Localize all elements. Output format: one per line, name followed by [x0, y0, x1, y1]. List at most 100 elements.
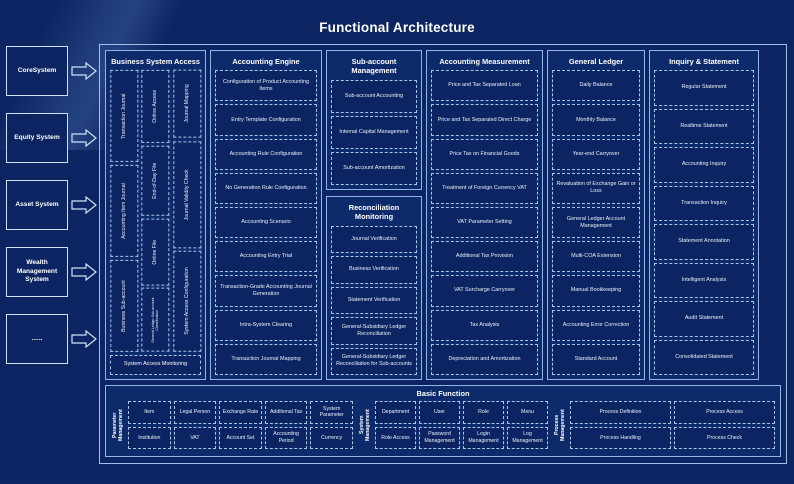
reconciliation-item[interactable]: Statement Verification	[331, 286, 417, 314]
source-system-3[interactable]: Wealth Management System	[6, 247, 68, 297]
bsa-item[interactable]: System Access Configuration	[172, 251, 201, 352]
bsa-item[interactable]: Journal Mapping	[172, 70, 201, 138]
accounting-measurement-item[interactable]: Price and Tax Separated Loan	[431, 70, 538, 102]
accounting-measurement-item[interactable]: VAT Parameter Setting	[431, 207, 538, 239]
basic-function-item[interactable]: Process Check	[674, 426, 775, 449]
bsa-item[interactable]: Accounting Item Journal	[110, 165, 139, 258]
column-title: Accounting Measurement	[439, 57, 530, 66]
accounting-measurement-item[interactable]: Treatment of Foreign Currency VAT	[431, 172, 538, 204]
basic-function-item[interactable]: Institution	[128, 426, 171, 449]
accounting-engine-items: Configuration of Product Accounting Item…	[215, 70, 317, 375]
basic-function-group-label: Process Management	[553, 409, 566, 441]
general-ledger-item[interactable]: Manual Bookkeeping	[552, 275, 640, 307]
accounting-engine-item[interactable]: Accounting Entry Trial	[215, 241, 317, 273]
bsa-item[interactable]: Online File	[141, 218, 170, 286]
accounting-engine-item[interactable]: Entry Template Configuration	[215, 104, 317, 136]
inquiry-statement-item[interactable]: Statement Annotation	[654, 224, 754, 260]
arrow-right-icon	[71, 330, 97, 348]
basic-function-item[interactable]: Role Access	[375, 426, 416, 449]
accounting-engine-item[interactable]: Configuration of Product Accounting Item…	[215, 70, 317, 102]
bsa-group-2: Online Access End-of-Day File Online File G…	[141, 70, 170, 352]
reconciliation-item[interactable]: General-Subsidiary Ledger Reconciliation…	[331, 347, 417, 375]
general-ledger-item[interactable]: Standard Account	[552, 343, 640, 375]
column-general-ledger: General Ledger Daily Balance Monthly Bala…	[547, 50, 645, 380]
basic-function-item[interactable]: Account Set	[219, 426, 262, 449]
inquiry-statement-item[interactable]: Accounting Inquiry	[654, 147, 754, 183]
bsa-item[interactable]: Transaction Journal	[110, 70, 139, 163]
accounting-engine-item[interactable]: Transaction-Grade Accounting Journal Gen…	[215, 275, 317, 307]
basic-function-item[interactable]: Department	[375, 401, 416, 424]
inquiry-statement-item[interactable]: Intelligent Analysis	[654, 262, 754, 299]
sub-account-item[interactable]: Sub-account Amortization	[331, 151, 417, 186]
accounting-measurement-item[interactable]: Additional Tax Provision	[431, 241, 538, 273]
general-ledger-item[interactable]: Monthly Balance	[552, 104, 640, 136]
basic-function-item[interactable]: Role	[463, 401, 504, 424]
basic-function-group-label: Parameter Management	[111, 409, 124, 441]
sub-account-item[interactable]: Sub-account Accounting	[331, 79, 417, 113]
accounting-engine-item[interactable]: No Generation Rule Configuration	[215, 172, 317, 204]
reconciliation-item[interactable]: Business Verification	[331, 256, 417, 284]
basic-function-grid: Department User Role Menu Role Access Passwor…	[375, 401, 548, 449]
general-ledger-item[interactable]: Multi-COA Extension	[552, 241, 640, 273]
basic-function-item[interactable]: Currency	[310, 426, 353, 449]
basic-function-item[interactable]: Process Definition	[570, 401, 671, 424]
basic-function-item[interactable]: Accounting Period	[264, 426, 308, 449]
column-subaccount-reconciliation: Sub-account Management Sub-account Accou…	[326, 50, 422, 380]
column-title: General Ledger	[568, 57, 624, 66]
basic-function-item[interactable]: Process Access	[674, 401, 775, 424]
bsa-item[interactable]: Online Access	[141, 70, 170, 144]
inquiry-statement-item[interactable]: Audit Statement	[654, 301, 754, 337]
source-system-4[interactable]: ......	[6, 314, 68, 364]
source-system-row: Wealth Management System	[6, 247, 98, 297]
source-system-2[interactable]: Asset System	[6, 180, 68, 230]
basic-function-item[interactable]: Login Management	[463, 426, 504, 449]
inquiry-statement-item[interactable]: Transaction Inquiry	[654, 185, 754, 222]
inquiry-statement-item[interactable]: Realtime Statement	[654, 108, 754, 145]
basic-function-item[interactable]: Legal Person	[173, 401, 217, 424]
basic-function-item[interactable]: Exchange Rate	[219, 401, 262, 424]
basic-function-group: Process Management Process Definition Proc…	[553, 401, 775, 449]
source-system-1[interactable]: Equity System	[6, 113, 68, 163]
bsa-item[interactable]: General Ledger Sub-account Classificatio…	[141, 288, 170, 352]
accounting-measurement-item[interactable]: Price and Tax Separated Direct Charge	[431, 104, 538, 136]
main-frame: Business System Access Transaction Journ…	[99, 44, 787, 464]
basic-function-item[interactable]: Additional Tax	[264, 401, 308, 424]
basic-function-item[interactable]: Process Handling	[570, 426, 671, 449]
basic-function-item[interactable]: VAT	[173, 426, 217, 449]
general-ledger-item[interactable]: Year-end Carryover	[552, 138, 640, 170]
bsa-item[interactable]: End-of-Day File	[141, 146, 170, 216]
bsa-item[interactable]: Journal Validity Check	[172, 140, 201, 249]
sub-account-items: Sub-account Accounting Internal Capital M…	[331, 79, 417, 186]
accounting-measurement-item[interactable]: Price Tax on Financial Goods	[431, 138, 538, 170]
inquiry-statement-item[interactable]: Consolidated Statement	[654, 339, 754, 375]
accounting-measurement-item[interactable]: Depreciation and Amortization	[431, 343, 538, 375]
basic-function-item[interactable]: Log Management	[507, 426, 548, 449]
basic-function-item[interactable]: Menu	[507, 401, 548, 424]
reconciliation-item[interactable]: Journal Verification	[331, 225, 417, 253]
basic-function-item[interactable]: System Parameter	[310, 401, 353, 424]
column-title: Accounting Engine	[232, 57, 300, 66]
accounting-engine-item[interactable]: Accounting Scenario	[215, 207, 317, 239]
reconciliation-item[interactable]: General-Subsidiary Ledger Reconciliation	[331, 317, 417, 345]
basic-function-item[interactable]: Item	[128, 401, 171, 424]
accounting-engine-item[interactable]: Transaction Journal Mapping	[215, 343, 317, 375]
basic-function-row: Process Handling Process Check	[570, 426, 775, 449]
basic-function-item[interactable]: Password Management	[419, 426, 460, 449]
sub-account-item[interactable]: Internal Capital Management	[331, 115, 417, 149]
basic-function-item[interactable]: User	[419, 401, 460, 424]
general-ledger-item[interactable]: General Ledger Account Management	[552, 207, 640, 239]
accounting-measurement-item[interactable]: Tax Analysis	[431, 309, 538, 341]
general-ledger-item[interactable]: Accounting Error Correction	[552, 309, 640, 341]
inquiry-statement-item[interactable]: Regular Statement	[654, 70, 754, 106]
basic-function-row: Institution VAT Account Set Accounting Peri…	[128, 426, 353, 449]
general-ledger-item[interactable]: Daily Balance	[552, 70, 640, 102]
accounting-engine-item[interactable]: Accounting Rule Configuration	[215, 138, 317, 170]
accounting-engine-item[interactable]: Intra-System Clearing	[215, 309, 317, 341]
source-system-0[interactable]: CoreSystem	[6, 46, 68, 96]
bsa-item[interactable]: Business Sub-account	[110, 260, 139, 353]
basic-function-grid: Item Legal Person Exchange Rate Additional …	[128, 401, 353, 449]
system-access-monitoring[interactable]: System Access Monitoring	[110, 355, 201, 375]
general-ledger-item[interactable]: Revaluation of Exchange Gain or Loss	[552, 172, 640, 204]
panel-reconciliation-monitoring: Reconciliation Monitoring Journal Verifi…	[326, 196, 422, 380]
accounting-measurement-item[interactable]: VAT Surcharge Carryover	[431, 275, 538, 307]
